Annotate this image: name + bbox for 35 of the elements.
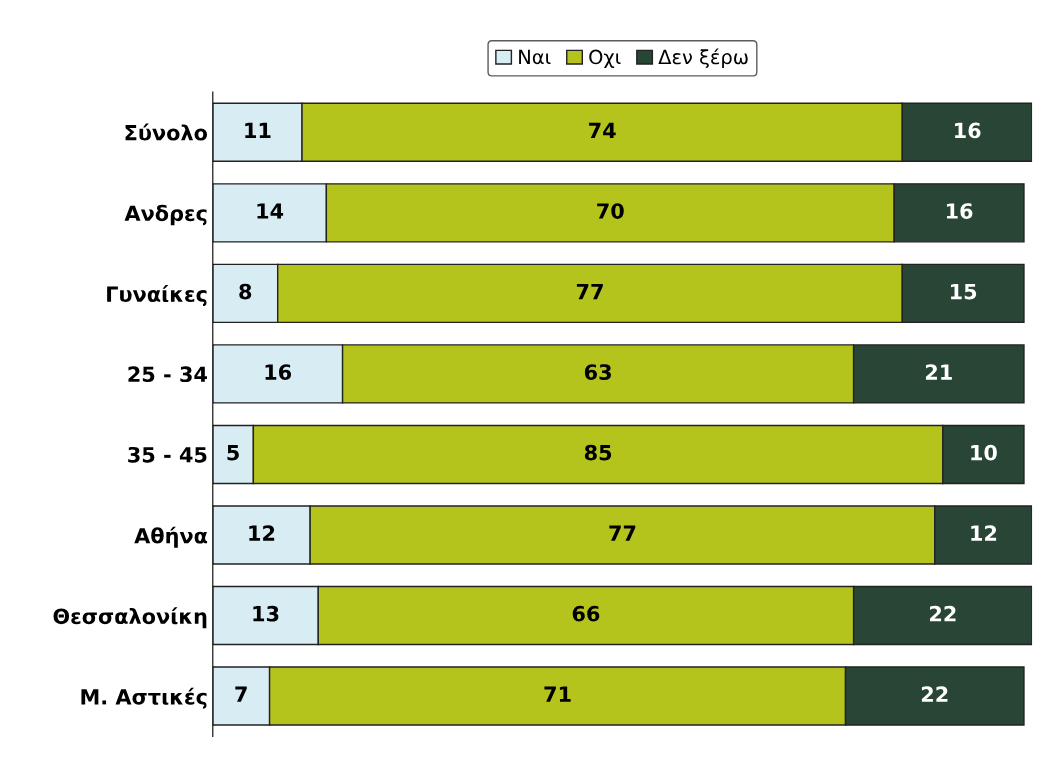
y-tick-label: Θεσσαλονίκη [53,607,207,629]
data-label: 66 [572,605,600,622]
data-label: 70 [597,203,624,219]
legend-label: Δεν ξέρω [658,48,748,69]
data-label: 22 [921,686,948,702]
data-label: 77 [576,283,603,300]
data-label: 5 [227,445,239,461]
data-label: 15 [950,283,977,300]
data-label: 77 [609,525,636,541]
data-label: 22 [930,605,956,622]
data-label: 21 [925,364,952,380]
y-tick-label: Σύνολο [125,123,208,141]
data-label: 12 [249,525,275,541]
data-label: 16 [955,122,981,139]
y-tick-label: Αθήνα [134,526,208,548]
legend-label: Ναι [519,49,551,65]
data-label: 7 [235,686,247,702]
y-tick-label: 25 - 34 [128,366,207,383]
data-label: 8 [239,283,252,300]
data-label: 10 [971,444,997,461]
y-tick-label: 35 - 45 [128,446,207,463]
data-label: 12 [971,525,997,541]
data-label: 16 [265,364,292,380]
data-label: 85 [584,444,612,461]
y-tick-label: Ανδρες [124,204,207,226]
data-label: 63 [584,364,611,380]
legend-label: Οχι [589,49,621,69]
data-label: 14 [257,203,284,219]
data-label: 16 [946,203,973,219]
data-label: 74 [589,122,616,139]
data-label: 71 [544,686,571,702]
y-tick-label: Μ. Αστικές [81,687,207,709]
y-tick-label: Γυναίκες [107,285,207,307]
data-label: 13 [253,605,279,622]
data-label: 11 [245,122,271,139]
